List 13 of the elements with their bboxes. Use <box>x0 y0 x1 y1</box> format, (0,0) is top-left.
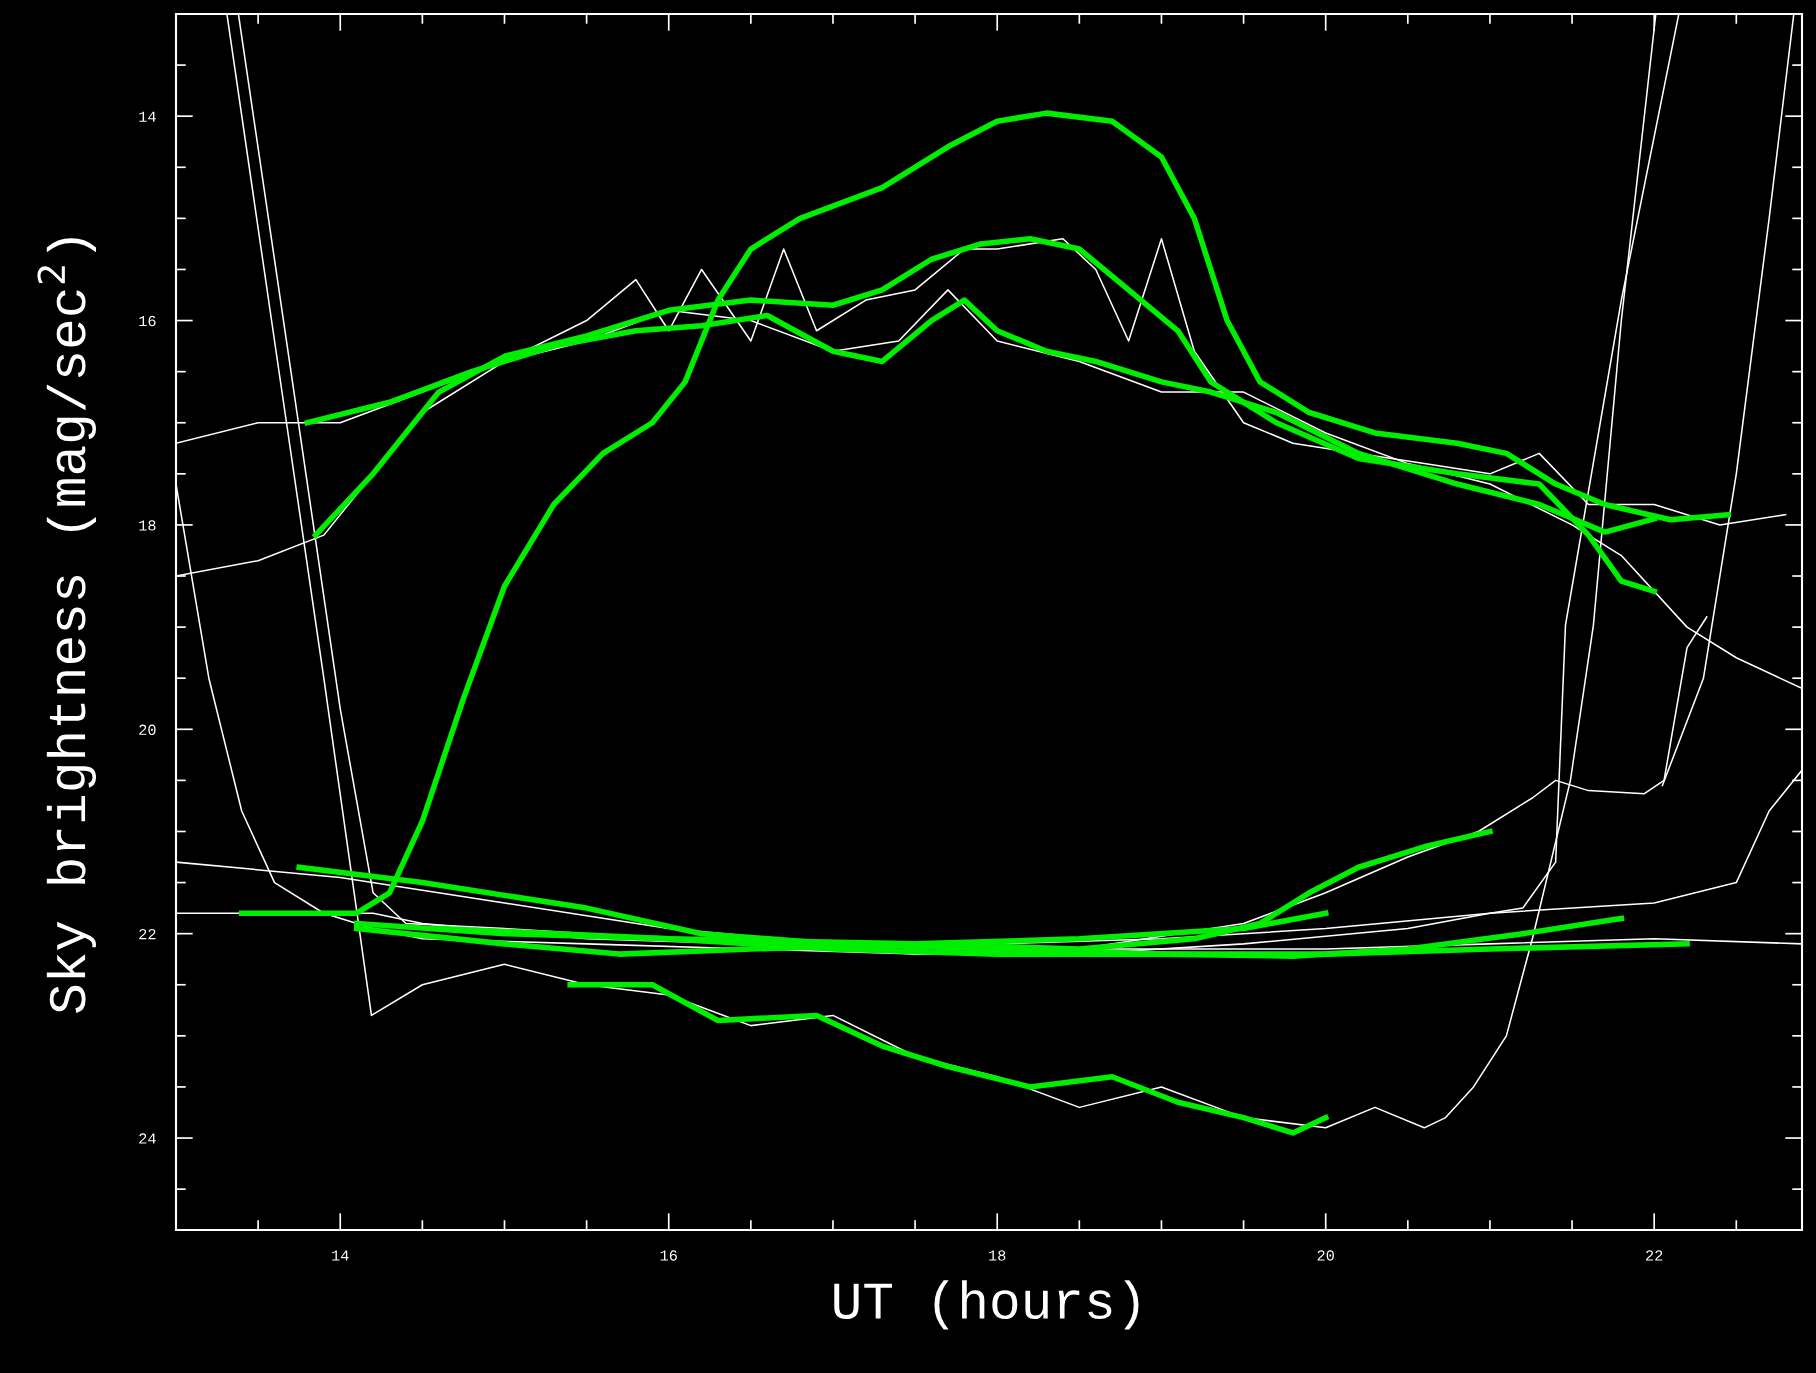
x-tick-label: 16 <box>660 1250 677 1261</box>
x-tick-label: 22 <box>1646 1250 1663 1261</box>
x-tick-label: 14 <box>332 1250 349 1261</box>
y-tick-label: 24 <box>139 1133 156 1144</box>
y-axis-title: Sky brightness (mag/sec$^{2}$) <box>37 238 97 1013</box>
x-axis-title: UT (hours) <box>834 1280 1139 1330</box>
y-tick-label: 20 <box>139 724 156 735</box>
x-tick-label: 18 <box>989 1250 1006 1261</box>
y-tick-label: 16 <box>139 315 156 327</box>
y-tick-label: 14 <box>139 111 156 122</box>
y-tick-label: 22 <box>139 928 156 940</box>
y-tick-label: 18 <box>139 520 156 531</box>
x-tick-label: 20 <box>1317 1250 1334 1261</box>
